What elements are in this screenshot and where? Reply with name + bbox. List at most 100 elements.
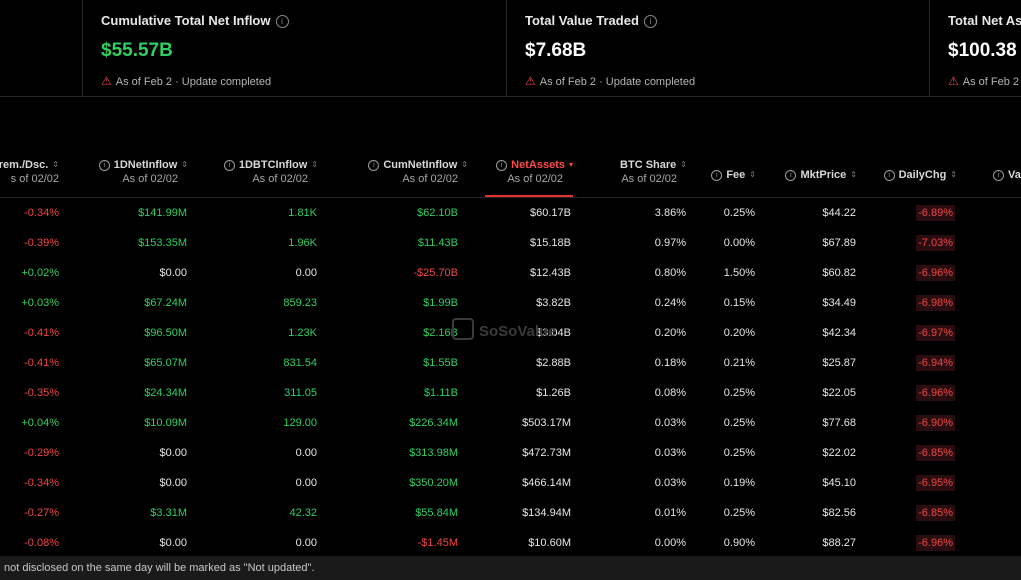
cell-btc1d: 1.96K [288,237,317,249]
table-row[interactable]: -0.08% $0.00 0.00 -$1.45M $10.60M 0.00% 0.90% $… [0,528,1021,558]
cell-assets: $15.18B [530,237,571,249]
cell-cum: $2.16B [423,327,458,339]
cell-btc1d: 129.00 [283,417,317,429]
cell-assets: $466.14M [522,477,571,489]
cell-fee: 0.25% [723,207,755,219]
column-header-fee[interactable]: i Fee ⇕ [711,168,756,182]
card-status: As of Feb 2 [962,76,1020,88]
cell-share: 0.18% [654,357,686,369]
cell-net1d: $0.00 [159,537,187,549]
cell-assets: $2.88B [536,357,571,369]
table-row[interactable]: -0.41% $65.07M 831.54 $1.55B $2.88B 0.18% 0.21… [0,348,1021,378]
card-status: As of Feb 2 · Update completed [539,76,696,88]
cell-assets: $12.43B [530,267,571,279]
cell-price: $25.87 [822,357,856,369]
table-row[interactable]: -0.39% $153.35M 1.96K $11.43B $15.18B 0.97% 0.… [0,228,1021,258]
table-row[interactable]: +0.03% $67.24M 859.23 $1.99B $3.82B 0.24% 0.15… [0,288,1021,318]
cell-price: $60.82 [822,267,856,279]
cell-fee: 0.25% [723,447,755,459]
sort-icon[interactable]: ⇕ [311,160,318,169]
column-header-value-traded[interactable]: i Va [993,168,1021,182]
cell-price: $88.27 [822,537,856,549]
cell-price: $82.56 [822,507,856,519]
cell-btc1d: 42.32 [289,507,317,519]
info-icon[interactable]: i [993,170,1004,181]
sort-desc-icon[interactable]: ▾ [568,160,573,169]
info-icon[interactable]: i [275,15,289,28]
cell-fee: 0.25% [723,417,755,429]
header-divider [0,197,1021,198]
table-row[interactable]: -0.27% $3.31M 42.32 $55.84M $134.94M 0.01% 0.2… [0,498,1021,528]
column-header-1d-net-inflow[interactable]: i 1DNetInflow ⇕ As of 02/02 [98,158,188,186]
sosovalue-logo-icon [452,318,474,340]
cell-btc1d: 1.81K [288,207,317,219]
info-icon[interactable]: i [711,170,723,181]
sort-icon[interactable]: ⇕ [461,160,468,169]
card-divider [506,0,507,96]
cell-prem: +0.02% [21,267,59,279]
cell-cum: $313.98M [409,447,458,459]
cell-share: 0.00% [654,537,686,549]
cell-chg: -6.95% [916,475,955,491]
summary-cards: Cumulative Total Net Inflow i $55.57B ⚠ As… [0,0,1021,97]
column-header-cum-net-inflow[interactable]: i CumNetInflow ⇕ As of 02/02 [368,158,468,186]
cell-price: $22.05 [822,387,856,399]
card-title: Cumulative Total Net Inflow [101,13,271,28]
table-row[interactable]: -0.34% $141.99M 1.81K $62.10B $60.17B 3.86% 0.… [0,198,1021,228]
cell-fee: 0.25% [723,387,755,399]
sort-icon[interactable]: ⇕ [850,170,857,179]
cell-share: 0.08% [654,387,686,399]
table-row[interactable]: -0.35% $24.34M 311.05 $1.11B $1.26B 0.08% 0.25… [0,378,1021,408]
column-header-mkt-price[interactable]: i MktPrice ⇕ [785,168,857,182]
table-row[interactable]: -0.41% $96.50M 1.23K $2.16B $3.04B 0.20% 0.20%… [0,318,1021,348]
sort-icon[interactable]: ⇕ [749,170,756,179]
cell-net1d: $96.50M [144,327,187,339]
sort-icon[interactable]: ⇕ [181,160,188,169]
cell-share: 3.86% [654,207,686,219]
cell-cum: $1.11B [423,387,458,399]
cell-fee: 0.19% [723,477,755,489]
cell-cum: $1.55B [423,357,458,369]
card-divider [82,0,83,96]
info-icon[interactable]: i [368,160,380,171]
cell-share: 0.20% [654,327,686,339]
sort-icon[interactable]: ⇕ [950,170,957,179]
sort-icon[interactable]: ⇕ [52,160,59,169]
table-row[interactable]: -0.34% $0.00 0.00 $350.20M $466.14M 0.03% 0.19… [0,468,1021,498]
column-header-net-assets[interactable]: i NetAssets ▾ As of 02/02 [496,158,573,186]
card-value: $100.38 [948,40,1017,61]
sort-icon[interactable]: ⇕ [680,160,687,169]
card-title: Total Net As [948,13,1021,28]
card-value: $7.68B [525,40,587,61]
table-row[interactable]: -0.29% $0.00 0.00 $313.98M $472.73M 0.03% 0.25… [0,438,1021,468]
column-header-btc-share[interactable]: BTC Share ⇕ As of 02/02 [620,159,687,185]
card-divider [929,0,930,96]
card-status: As of Feb 2 · Update completed [115,76,272,88]
cell-chg: -6.85% [916,445,955,461]
table-row[interactable]: +0.02% $0.00 0.00 -$25.70B $12.43B 0.80% 1.50%… [0,258,1021,288]
cell-btc1d: 311.05 [284,387,317,399]
cell-share: 0.03% [654,417,686,429]
column-header-prem-dsc[interactable]: rem./Dsc. ⇕ s of 02/02 [0,159,59,185]
cell-chg: -6.94% [916,355,955,371]
info-icon[interactable]: i [883,170,895,181]
active-sort-indicator [485,195,573,197]
cell-share: 0.03% [654,447,686,459]
cell-net1d: $10.09M [144,417,187,429]
column-header-1d-btc-inflow[interactable]: i 1DBTCInflow ⇕ As of 02/02 [223,158,318,186]
cell-net1d: $153.35M [138,237,187,249]
cell-cum: $55.84M [415,507,458,519]
info-icon[interactable]: i [223,160,235,171]
cell-price: $45.10 [822,477,856,489]
column-header-daily-chg[interactable]: i DailyChg ⇕ [883,168,957,182]
info-icon[interactable]: i [496,160,508,171]
table-row[interactable]: +0.04% $10.09M 129.00 $226.34M $503.17M 0.03%… [0,408,1021,438]
warning-icon: ⚠ [948,74,959,88]
cell-cum: -$1.45M [417,537,458,549]
cell-chg: -6.89% [916,205,955,221]
cell-cum: $226.34M [409,417,458,429]
info-icon[interactable]: i [785,170,797,181]
info-icon[interactable]: i [643,15,657,28]
info-icon[interactable]: i [98,160,110,171]
cell-prem: -0.41% [24,357,59,369]
